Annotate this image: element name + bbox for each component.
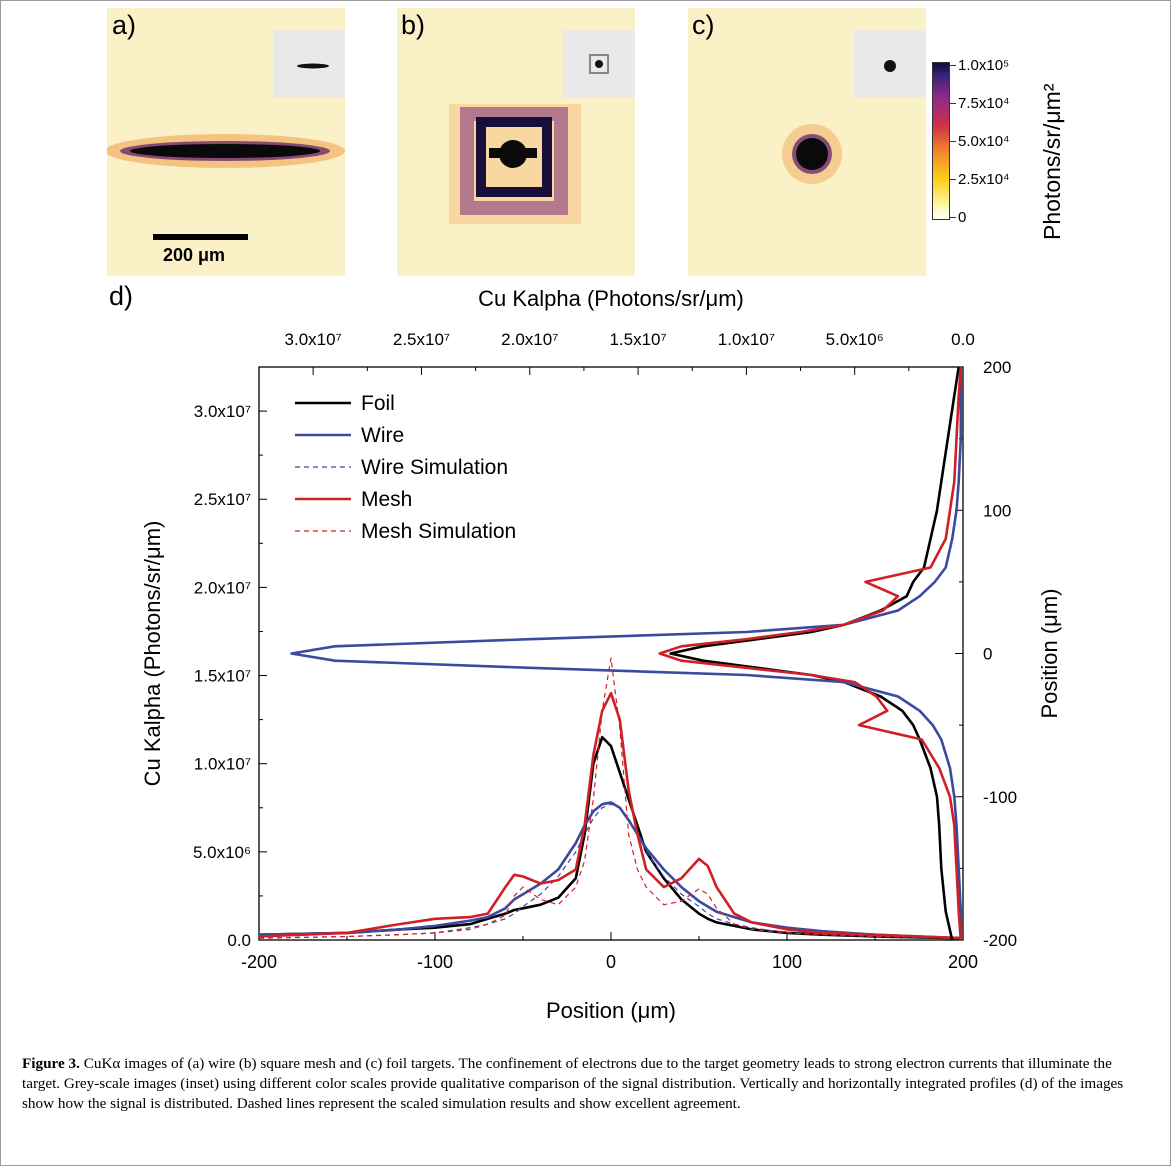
legend-label-foil: Foil xyxy=(361,392,395,415)
left-tick-label: 0.0 xyxy=(227,931,251,950)
profile-chart: -200 -100 0 100 200 Position (μm) 0.0 5.0x10⁶ 1.… xyxy=(109,281,1062,1023)
colorbar-tick xyxy=(950,179,956,180)
left-tick-label: 5.0x10⁶ xyxy=(193,843,251,862)
top-tick-label: 5.0x10⁶ xyxy=(826,330,884,349)
top-tick-label: 2.5x10⁷ xyxy=(393,330,450,349)
top-axis-label: Cu Kalpha (Photons/sr/μm) xyxy=(478,286,744,311)
bottom-tick-label: -200 xyxy=(241,952,277,972)
horizontal-profile-foil xyxy=(258,735,964,940)
left-tick-label: 1.0x10⁷ xyxy=(194,755,251,774)
legend-label-wire: Wire xyxy=(361,424,404,447)
colorbar-tick xyxy=(950,65,956,66)
bottom-tick-label: 200 xyxy=(948,952,978,972)
left-axis-label: Cu Kalpha (Photons/sr/μm) xyxy=(140,521,165,787)
vertical-profile-foil xyxy=(669,366,960,941)
panel-c-inset xyxy=(854,30,926,98)
left-tick-label: 3.0x10⁷ xyxy=(194,402,251,421)
top-tick-label: 3.0x10⁷ xyxy=(285,330,342,349)
colorbar-tick xyxy=(950,103,956,104)
right-tick-label: 200 xyxy=(983,358,1011,377)
colorbar xyxy=(932,62,950,220)
legend-label-mesh: Mesh xyxy=(361,488,412,511)
top-tick-label: 1.0x10⁷ xyxy=(718,330,775,349)
caption-text: CuKα images of (a) wire (b) square mesh … xyxy=(22,1055,1124,1112)
legend-label-wire-simulation: Wire Simulation xyxy=(361,456,508,479)
right-tick-label: -200 xyxy=(983,931,1017,950)
caption-label: Figure 3. xyxy=(22,1055,80,1072)
scale-bar xyxy=(153,234,248,240)
colorbar-tick-label: 1.0x10⁵ xyxy=(958,57,1010,74)
horizontal-profile-mesh-simulation xyxy=(258,657,964,939)
top-tick-label: 1.5x10⁷ xyxy=(609,330,666,349)
colorbar-tick-label: 7.5x10⁴ xyxy=(958,95,1010,112)
panel-a-letter: a) xyxy=(112,10,137,40)
panel-b-inset xyxy=(563,30,635,98)
panel-b-letter: b) xyxy=(401,10,426,40)
scale-bar-label: 200 μm xyxy=(163,245,226,265)
panel-d-letter: d) xyxy=(109,281,133,311)
vertical-profile-mesh xyxy=(658,366,963,941)
horizontal-profile-mesh xyxy=(258,691,964,940)
right-tick-label: -100 xyxy=(983,788,1017,807)
bottom-tick-label: 0 xyxy=(606,952,616,972)
panel-a-inset xyxy=(273,30,345,98)
colorbar-tick-label: 5.0x10⁴ xyxy=(958,133,1010,150)
colorbar-tick-label: 2.5x10⁴ xyxy=(958,171,1010,188)
bottom-axis-label: Position (μm) xyxy=(546,998,676,1023)
top-tick-label: 0.0 xyxy=(951,330,975,349)
vertical-profile-wire xyxy=(290,367,963,940)
colorbar-tick-label: 0 xyxy=(958,209,967,226)
right-tick-label: 100 xyxy=(983,501,1011,520)
left-tick-label: 2.5x10⁷ xyxy=(194,490,251,509)
legend-label-mesh-simulation: Mesh Simulation xyxy=(361,520,516,543)
colorbar-tick xyxy=(950,141,956,142)
left-tick-label: 2.0x10⁷ xyxy=(194,578,251,597)
colorbar-tick xyxy=(950,217,956,218)
panel-c-letter: c) xyxy=(692,10,715,40)
bottom-tick-label: 100 xyxy=(772,952,802,972)
left-tick-label: 1.5x10⁷ xyxy=(194,667,251,686)
horizontal-profile-wire-simulation xyxy=(258,803,964,939)
top-tick-label: 2.0x10⁷ xyxy=(501,330,558,349)
right-axis-label: Position (μm) xyxy=(1037,588,1062,718)
panel-a-image xyxy=(107,8,345,276)
bottom-tick-label: -100 xyxy=(417,952,453,972)
right-tick-label: 0 xyxy=(983,645,992,664)
figure-caption: Figure 3. CuKα images of (a) wire (b) sq… xyxy=(22,1054,1147,1114)
horizontal-profile-wire xyxy=(258,801,964,940)
plot-frame xyxy=(258,366,964,941)
